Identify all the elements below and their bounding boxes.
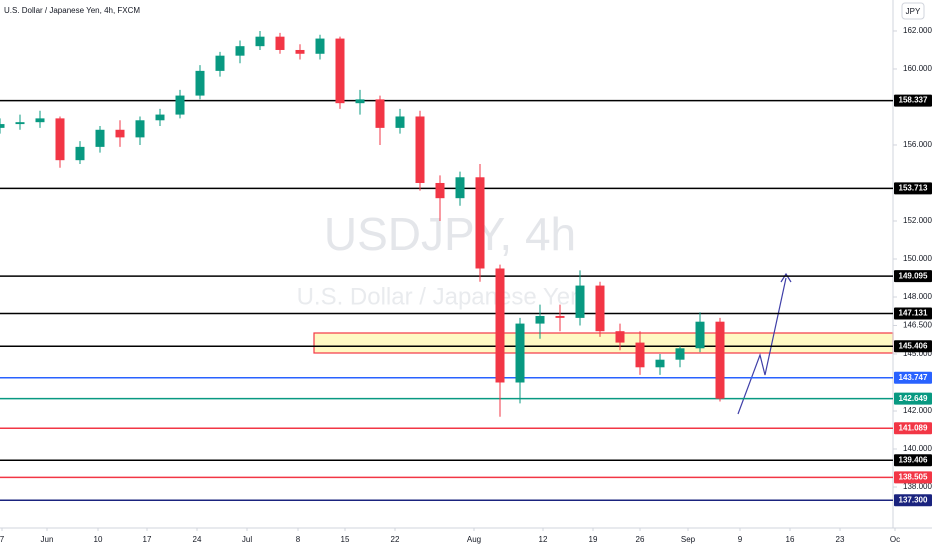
candle-body [615,331,625,343]
candle-body [35,118,45,123]
candle-body [535,315,545,324]
y-tick-label: 140.000 [903,444,932,453]
level-label: 138.505 [899,473,928,482]
candle-body [115,129,125,138]
candle-body [155,114,165,121]
candle-body [55,118,65,161]
level-label-box [894,182,932,195]
y-tick-label: 145.000 [903,349,932,358]
level-label: 149.095 [899,271,928,280]
x-tick-label: Sep [681,535,696,544]
x-tick-label: 8 [296,535,301,544]
level-label-box [894,270,932,283]
level-label-box [894,422,932,435]
x-tick-label: 10 [94,535,103,544]
y-tick-label: 150.000 [903,254,932,263]
level-label: 158.337 [899,96,928,105]
candle-body [0,124,5,128]
watermark: USDJPY, 4h [324,208,576,260]
y-tick-label: 162.000 [903,26,932,35]
candle-body [315,38,325,54]
x-tick-label: Aug [467,535,481,544]
y-tick-label: 160.000 [903,64,932,73]
level-label: 137.300 [899,495,928,504]
level-label: 147.131 [899,309,928,318]
candle-body [555,315,565,318]
forecast-arrow [780,272,792,283]
x-tick-label: 17 [143,535,152,544]
chart-title: U.S. Dollar / Japanese Yen, 4h, FXCM [4,6,140,15]
level-label: 153.713 [899,184,928,193]
candle-body [475,177,485,269]
y-tick-label: 142.000 [903,406,932,415]
candle-body [75,146,85,161]
x-tick-label: 26 [636,535,645,544]
zone [313,332,894,354]
watermark-subtitle: U.S. Dollar / Japanese Yen [297,283,584,310]
candle-body [675,348,685,360]
candle-body [255,36,265,47]
candle-body [655,359,665,368]
level-label-box [894,494,932,507]
x-tick-label: 24 [193,535,202,544]
candle-body [15,122,25,125]
x-tick-label: Oc [890,535,900,544]
x-tick-label: 22 [391,535,400,544]
candle-body [595,285,605,332]
x-tick-label: Jun [41,535,54,544]
x-tick-label: 9 [738,535,743,544]
candle-body [495,268,505,383]
candle-body [175,95,185,115]
level-label-box [894,94,932,107]
candle-body [695,321,705,349]
level-label: 143.747 [899,373,928,382]
candle-body [295,49,305,54]
currency: JPY [906,7,921,16]
x-tick-label: 12 [539,535,548,544]
currency-box [901,2,925,20]
x-tick-label: 15 [341,535,350,544]
level-label: 139.406 [899,455,928,464]
x-tick-label: Jul [242,535,252,544]
candle-body [375,99,385,128]
level-label-box [894,392,932,405]
y-tick-label: 156.000 [903,140,932,149]
x-tick-label: 19 [589,535,598,544]
y-tick-label: 148.000 [903,292,932,301]
candle-body [435,182,445,199]
candle-body [395,116,405,128]
level-label: 141.089 [899,423,928,432]
candle-body [335,38,345,104]
candle-body [515,323,525,383]
candle-body [355,99,365,104]
y-tick-label: 138.000 [903,482,932,491]
x-tick-label: 7 [0,535,5,544]
candle-body [415,116,425,183]
candle-body [195,70,205,96]
y-tick-label: 146.500 [903,321,932,330]
x-tick-label: 16 [786,535,795,544]
candle-body [235,46,245,56]
candle-body [455,177,465,199]
level-label-box [894,307,932,320]
level-label-box [894,340,932,353]
level-label: 145.406 [899,341,928,350]
y-tick-label: 152.000 [903,216,932,225]
candle-body [635,342,645,368]
level-label-box [894,371,932,384]
level-label: 142.649 [899,394,928,403]
x-tick-label: 23 [836,535,845,544]
candle-body [275,36,285,50]
candle-body [215,55,225,71]
candle-body [715,321,725,399]
candle-body [575,285,585,318]
candle-body [95,129,105,147]
forecast-path [737,277,787,415]
level-label-box [894,454,932,467]
level-label-box [894,471,932,484]
candle-body [135,120,145,138]
